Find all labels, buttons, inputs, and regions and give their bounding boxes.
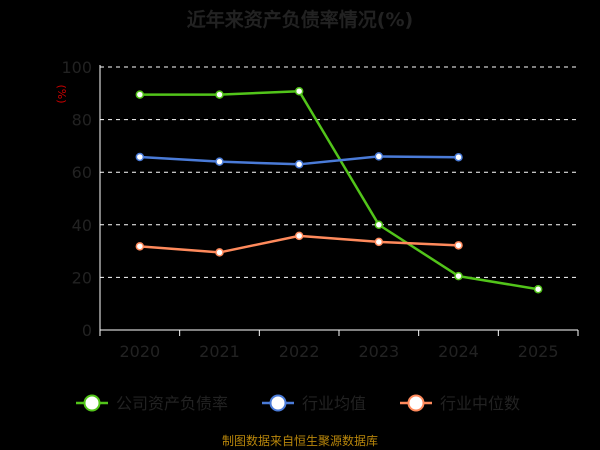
legend-swatch-marker xyxy=(269,394,287,412)
x-tick-label: 2020 xyxy=(119,342,160,361)
legend-item: 行业均值 xyxy=(262,394,366,413)
data-point xyxy=(374,220,384,230)
data-point xyxy=(215,157,224,166)
legend-item: 公司资产负债率 xyxy=(76,394,228,413)
x-tick-label: 2022 xyxy=(279,342,320,361)
data-point xyxy=(454,152,463,162)
data-point xyxy=(294,231,304,241)
chart-title: 近年来资产负债率情况(%) xyxy=(187,8,413,31)
data-point xyxy=(374,237,384,247)
source-note: 制图数据来自恒生聚源数据库 xyxy=(222,433,378,448)
x-tick-label: 2024 xyxy=(438,342,479,361)
legend-swatch-marker xyxy=(83,394,101,412)
legend-label: 行业中位数 xyxy=(440,394,520,413)
axes: 0 20 40 60 80 100 2020 2021 2022 2023 2024 2025 xyxy=(61,58,579,361)
data-point xyxy=(294,160,304,169)
x-tick-label: 2023 xyxy=(358,342,399,361)
data-point xyxy=(454,271,463,281)
y-tick-label: 100 xyxy=(61,58,92,77)
x-tick-label: 2025 xyxy=(518,342,559,361)
data-point xyxy=(374,152,384,161)
data-point xyxy=(454,241,463,250)
data-point xyxy=(533,284,543,294)
legend-label: 行业均值 xyxy=(302,394,366,413)
data-point xyxy=(215,90,224,99)
y-tick-label: 40 xyxy=(72,216,92,235)
gridlines xyxy=(100,66,578,278)
y-tick-label: 80 xyxy=(72,111,92,130)
x-tick-label: 2021 xyxy=(199,342,240,361)
y-tick-label: 60 xyxy=(72,163,92,182)
legend: 公司资产负债率 行业均值 行业中位数 xyxy=(76,394,520,413)
y-axis-label: (%) xyxy=(55,84,68,103)
data-point xyxy=(135,152,145,162)
data-point xyxy=(135,242,145,251)
data-point xyxy=(215,248,224,257)
legend-label: 公司资产负债率 xyxy=(116,394,228,413)
series-points xyxy=(135,86,543,294)
legend-item: 行业中位数 xyxy=(400,394,520,413)
y-tick-label: 20 xyxy=(72,268,92,287)
data-point xyxy=(294,86,304,96)
legend-swatch-marker xyxy=(407,394,425,412)
data-point xyxy=(135,90,145,99)
series-line-1 xyxy=(139,89,539,291)
series-lines xyxy=(139,89,539,291)
y-tick-label: 0 xyxy=(82,321,92,340)
